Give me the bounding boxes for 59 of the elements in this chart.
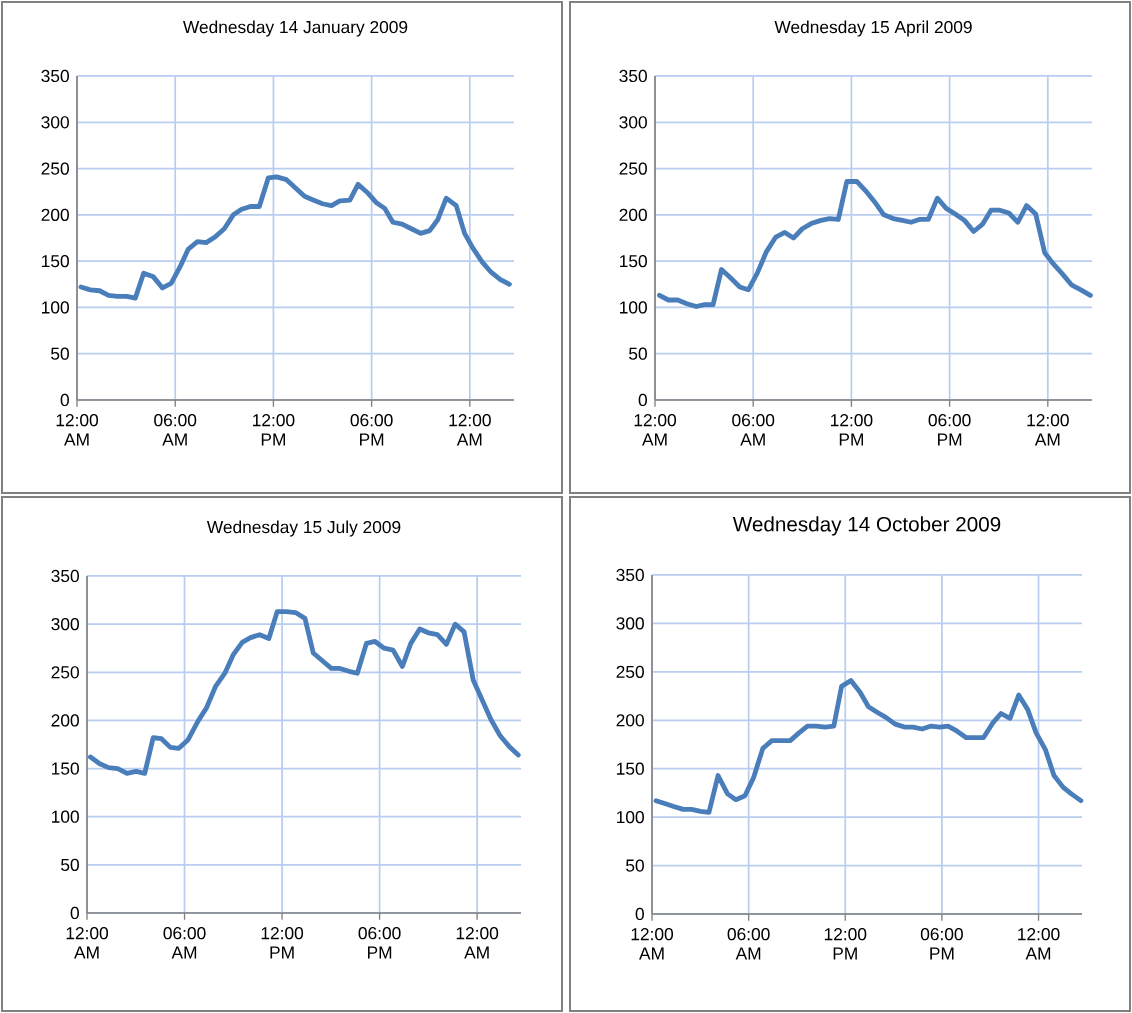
- y-tick-label: 350: [619, 69, 647, 83]
- y-tick-label: 150: [52, 762, 79, 775]
- y-tick-label: 0: [635, 907, 644, 921]
- x-tick-label: 06:00 AM: [732, 414, 775, 446]
- y-tick-label: 300: [41, 116, 69, 129]
- y-tick-label: 100: [620, 301, 647, 314]
- x-tick-label: 12:00 AM: [449, 414, 491, 446]
- x-tick-label: 12:00 PM: [253, 414, 295, 446]
- y-tick-label: 300: [616, 617, 644, 630]
- y-tick-label: 300: [619, 116, 647, 129]
- x-tick-label: 12:00 AM: [1027, 414, 1069, 446]
- y-tick-label: 150: [620, 254, 647, 268]
- x-tick-label: 12:00 PM: [261, 927, 304, 959]
- chart-title: Wednesday 15 April 2009: [774, 20, 972, 37]
- x-tick-label: 12:00 AM: [56, 414, 99, 446]
- y-tick-label: 350: [51, 569, 79, 583]
- y-tick-label: 0: [638, 393, 647, 407]
- x-tick-label: 12:00 PM: [824, 928, 867, 960]
- x-tick-label: 12:00 AM: [66, 927, 109, 959]
- x-tick-label: 06:00 PM: [920, 928, 963, 960]
- y-tick-label: 250: [616, 665, 644, 678]
- y-tick-label: 200: [616, 714, 644, 727]
- y-tick-label: 100: [617, 810, 644, 824]
- line-series: [78, 174, 512, 301]
- y-tick-label: 50: [51, 347, 69, 360]
- y-tick-label: 350: [41, 69, 69, 83]
- x-tick-label: 06:00 PM: [350, 414, 393, 446]
- x-tick-label: 06:00 PM: [928, 414, 971, 446]
- x-tick-label: 12:00 PM: [831, 414, 873, 446]
- y-tick-label: 50: [61, 858, 79, 871]
- y-tick-label: 250: [619, 162, 647, 175]
- chart-title: Wednesday 14 October 2009: [732, 516, 1001, 536]
- x-tick-label: 06:00 AM: [727, 928, 770, 960]
- x-tick-label: 12:00 AM: [631, 928, 674, 960]
- y-tick-label: 150: [42, 254, 69, 268]
- x-tick-label: 12:00 AM: [634, 414, 677, 446]
- y-tick-label: 150: [617, 762, 644, 775]
- x-tick-label: 06:00 AM: [154, 414, 197, 446]
- y-tick-label: 50: [629, 347, 647, 360]
- y-tick-label: 250: [41, 162, 69, 175]
- y-tick-label: 100: [42, 301, 69, 314]
- y-tick-label: 200: [41, 208, 69, 221]
- y-tick-label: 50: [626, 859, 644, 872]
- x-tick-label: 12:00 AM: [1018, 928, 1060, 960]
- y-tick-label: 100: [52, 810, 79, 823]
- y-tick-label: 200: [51, 714, 79, 727]
- y-tick-label: 200: [619, 208, 647, 221]
- y-tick-label: 0: [70, 906, 79, 920]
- line-series: [657, 179, 1093, 309]
- chart-title: Wednesday 14 January 2009: [183, 20, 408, 37]
- x-tick-label: 06:00 AM: [163, 927, 206, 959]
- line-series: [88, 609, 521, 776]
- y-tick-label: 300: [51, 617, 79, 631]
- y-tick-label: 0: [60, 393, 69, 407]
- y-tick-label: 350: [616, 568, 644, 582]
- chart-title: Wednesday 15 July 2009: [206, 520, 401, 537]
- x-tick-label: 06:00 PM: [358, 927, 401, 959]
- x-tick-label: 12:00 AM: [456, 927, 499, 959]
- y-tick-label: 250: [51, 666, 79, 679]
